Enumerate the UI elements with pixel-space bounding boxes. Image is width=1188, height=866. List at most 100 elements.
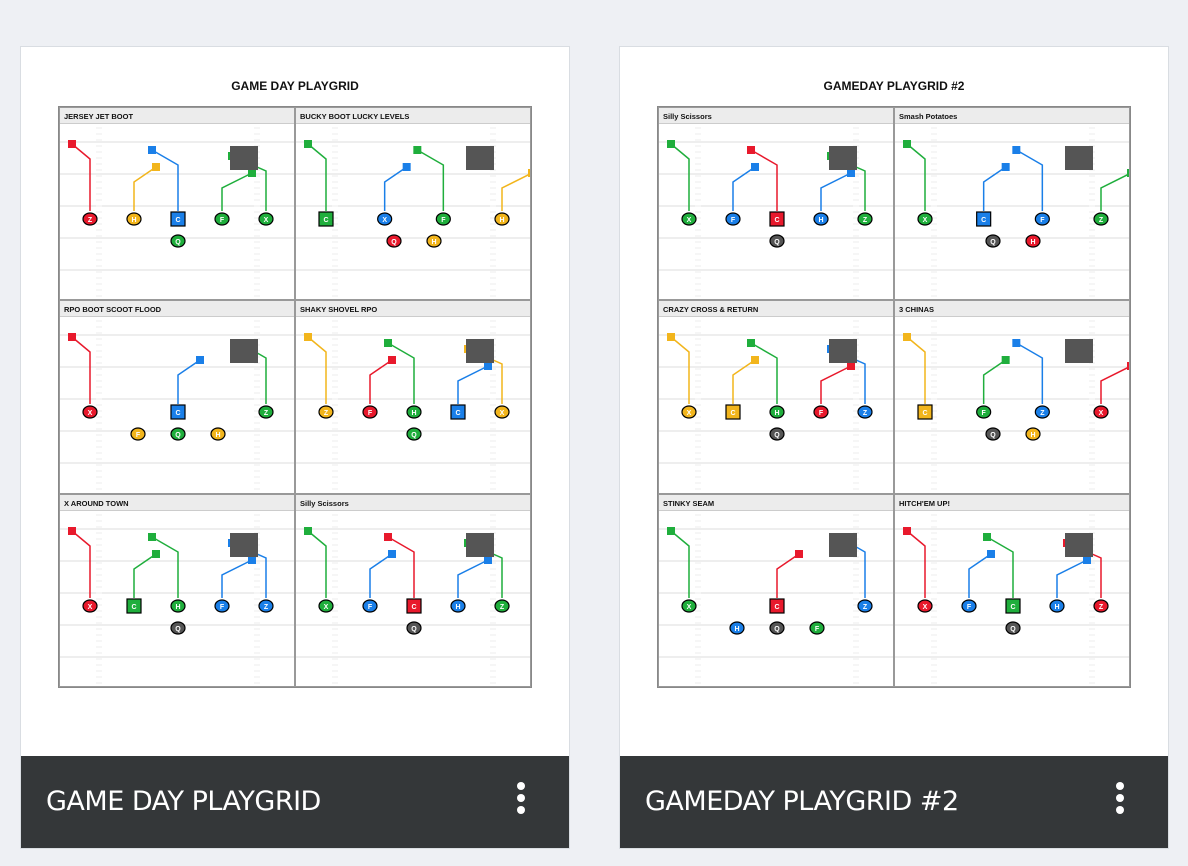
player-letter: C [175,410,180,417]
play-diagram: X C H F Z Q [60,514,294,684]
play-diagram: X F C H Z Q [296,514,530,684]
player-marker [809,621,825,635]
player-letter: H [774,410,779,417]
player-marker [406,427,422,441]
player-letter: Z [264,604,269,611]
route-line [1015,342,1044,405]
player-letter: H [455,604,460,611]
play-cell[interactable]: Silly Scissors X F C H Z Q [295,493,531,687]
play-title: Silly Scissors [296,494,530,511]
play-title: X AROUND TOWN [60,494,294,511]
playgrid-card[interactable]: GAME DAY PLAYGRID JERSEY JET BOOT Z H C F X Q B… [20,46,570,849]
route-tag [847,362,855,371]
player-marker [725,404,741,420]
play-diagram: Z F H C X Q [296,320,530,490]
play-cell[interactable]: CRAZY CROSS & RETURN X C H F Z Q [658,300,894,494]
player-letter: Q [411,626,417,633]
route-line [387,342,415,405]
route-line [457,365,489,405]
player-marker [126,598,142,614]
play-notes-box [230,146,258,170]
player-letter: Q [774,626,780,633]
player-letter: H [1030,432,1035,439]
play-cell[interactable]: 3 CHINAS C F Z X Q H [894,300,1130,494]
route-line [906,530,926,598]
player-marker [1093,405,1109,419]
player-letter: H [175,604,180,611]
route-line [133,553,157,598]
player-letter: F [220,604,225,611]
route-tag [795,549,803,558]
play-grid: JERSEY JET BOOT Z H C F X Q BUCKY BOOT LUCKY LE… [58,106,532,688]
player-letter: C [774,604,779,611]
play-notes-box [1065,146,1093,170]
player-letter: X [88,410,93,417]
play-diagram: X F C H Z Q [659,127,893,297]
play-notes-box [466,146,494,170]
route-line [387,536,415,598]
play-title: Smash Potatoes [895,108,1129,124]
route-line [369,359,393,405]
play-cell[interactable]: X AROUND TOWN X C H F Z Q [59,493,295,687]
player-marker [769,234,785,248]
player-marker [494,599,510,613]
player-letter: C [1010,604,1015,611]
play-cell[interactable]: JERSEY JET BOOT Z H C F X Q [59,107,295,301]
route-tag [68,140,76,148]
route-line [221,172,253,211]
player-marker [917,212,933,226]
player-marker [126,212,142,226]
card-title[interactable]: GAME DAY PLAYGRID [46,786,321,817]
route-tag [751,163,759,171]
play-cell[interactable]: SHAKY SHOVEL RPO Z F H C X Q [295,300,531,494]
route-tag [1012,339,1021,348]
player-marker [769,427,785,441]
play-title: JERSEY JET BOOT [60,108,294,124]
player-letter: X [264,217,269,224]
playgrid-card[interactable]: GAMEDAY PLAYGRID #2 Silly Scissors X F C H Z Q… [619,46,1169,849]
more-vertical-icon[interactable] [513,782,529,818]
player-letter: C [323,217,328,224]
play-cell[interactable]: Smash Potatoes X C F Z Q H [894,107,1130,301]
card-title[interactable]: GAMEDAY PLAYGRID #2 [645,786,959,817]
route-tag [152,549,160,558]
more-vertical-icon[interactable] [1112,782,1128,818]
play-cell[interactable]: STINKY SEAM X C Z H Q F [658,493,894,687]
player-marker [82,212,98,226]
play-cell[interactable]: RPO BOOT SCOOT FLOOD X C Z F Q H [59,300,295,494]
route-line [670,530,690,598]
play-diagram: X F C H Z Q [895,514,1129,684]
player-letter: Q [774,432,780,439]
play-notes-box [829,532,857,557]
player-marker [1049,599,1065,613]
player-letter: X [382,217,387,224]
player-letter: Q [774,239,780,246]
play-cell[interactable]: BUCKY BOOT LUCKY LEVELS C X F H Q H [295,107,531,301]
player-letter: Q [411,432,417,439]
route-line [71,530,91,598]
play-title: SHAKY SHOVEL RPO [296,301,530,318]
play-cell[interactable]: Silly Scissors X F C H Z Q [658,107,894,301]
player-letter: Z [88,217,93,224]
route-line [986,536,1014,598]
player-marker [170,599,186,613]
player-letter: C [411,604,416,611]
route-tag [747,146,755,154]
card-footer: GAME DAY PLAYGRID [21,756,569,848]
player-marker [769,598,785,614]
player-marker [857,405,873,419]
route-tag [402,163,411,171]
route-tag [667,140,675,148]
player-marker [857,212,873,226]
route-tag [413,146,422,154]
route-line [820,365,852,405]
player-marker [725,212,741,226]
player-marker [258,212,274,226]
route-line [71,336,91,405]
route-tag [1012,146,1021,154]
play-cell[interactable]: HITCH'EM UP! X F C H Z Q [894,493,1130,687]
player-marker [857,599,873,613]
player-marker [435,212,451,226]
play-grid: Silly Scissors X F C H Z Q Smash Potatoes X C F Z Q H… [657,106,1131,688]
player-marker [1034,405,1050,419]
